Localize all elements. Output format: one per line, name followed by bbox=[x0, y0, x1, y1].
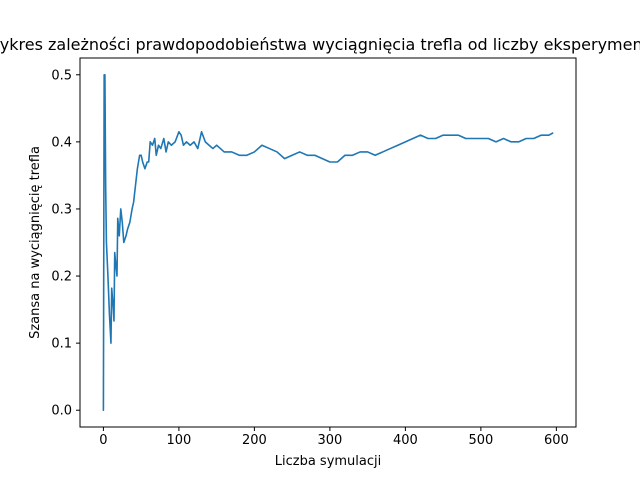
y-tick-label: 0.3 bbox=[51, 202, 72, 217]
x-tick-label: 100 bbox=[166, 433, 191, 448]
x-tick-label: 600 bbox=[544, 433, 569, 448]
plot-area bbox=[102, 73, 554, 412]
y-tick-label: 0.2 bbox=[51, 270, 72, 285]
y-tick-label: 0.1 bbox=[51, 337, 72, 352]
x-tick-label: 200 bbox=[242, 433, 267, 448]
plot-frame bbox=[79, 57, 577, 428]
x-tick-label: 0 bbox=[99, 433, 107, 448]
x-axis-title: Liczba symulacji bbox=[275, 454, 382, 469]
series-line bbox=[102, 73, 554, 412]
y-tick-label: 0.4 bbox=[51, 135, 72, 150]
x-tick-label: 300 bbox=[317, 433, 342, 448]
chart-title: Wykres zależności prawdopodobieństwa wyc… bbox=[0, 35, 640, 54]
x-tick-label: 500 bbox=[468, 433, 493, 448]
y-axis-title: Szansa na wyciągnięcię trefla bbox=[28, 146, 43, 339]
y-tick-label: 0.0 bbox=[51, 404, 72, 419]
x-tick-label: 400 bbox=[393, 433, 418, 448]
axes-group: 0 100 200 300 400 500 600 0.0 0.1 0.2 0.3 0.4 0.5 bbox=[51, 68, 568, 448]
y-tick-label: 0.5 bbox=[51, 68, 72, 83]
